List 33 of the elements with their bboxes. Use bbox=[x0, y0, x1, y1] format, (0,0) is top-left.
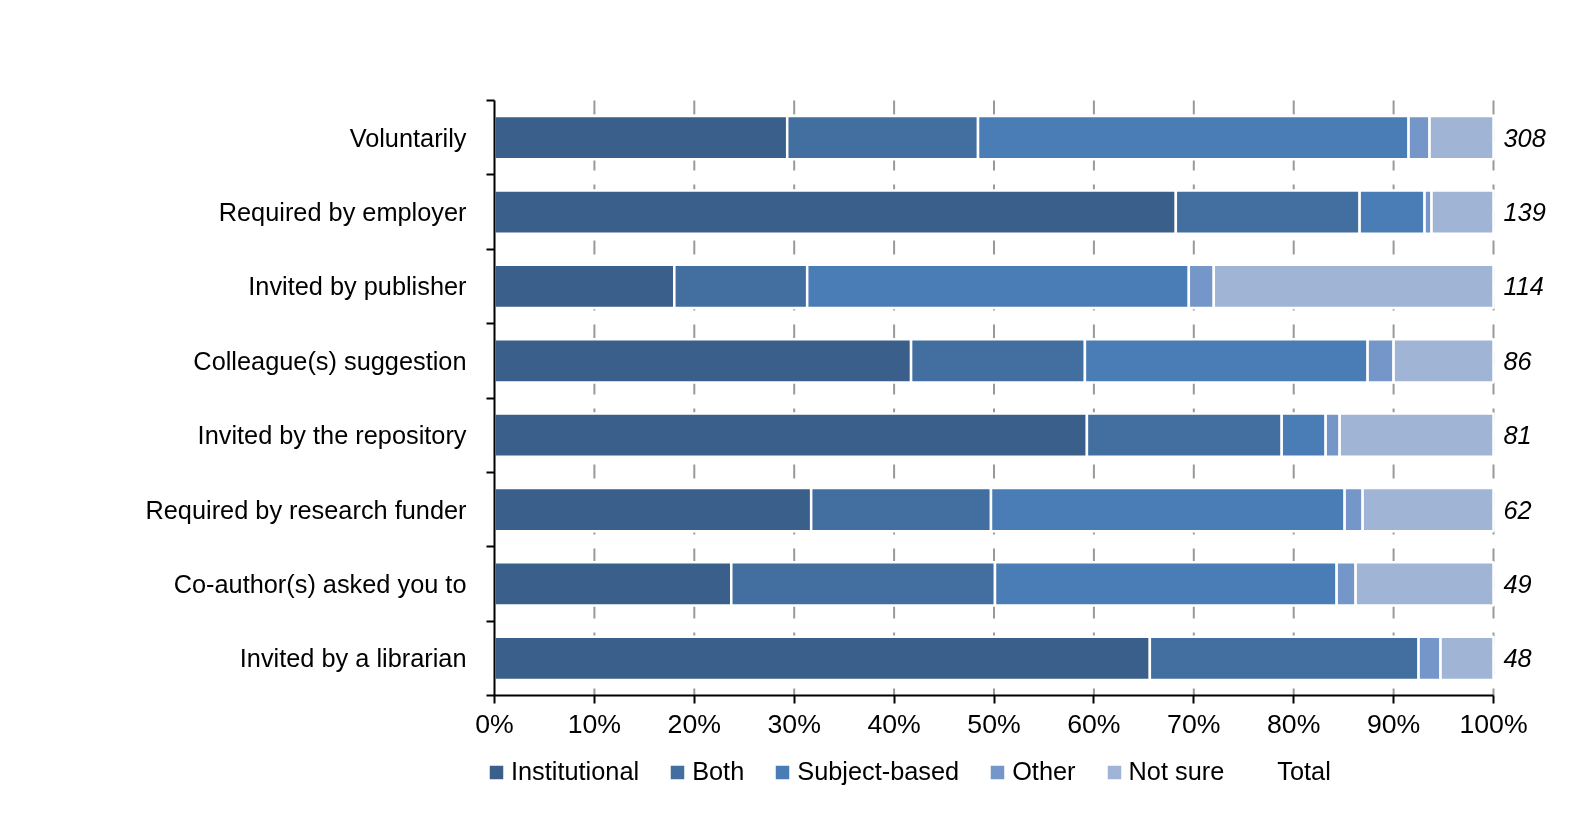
legend-label: Both bbox=[692, 757, 745, 786]
x-tick-label: 20% bbox=[667, 708, 721, 739]
x-tick-label: 0% bbox=[475, 708, 514, 739]
x-tick-label: 10% bbox=[567, 708, 622, 739]
x-tick-label: 70% bbox=[1167, 708, 1221, 739]
x-tick-label: 90% bbox=[1366, 708, 1421, 739]
x-tick-label: 40% bbox=[867, 708, 921, 739]
legend-label: Other bbox=[1012, 757, 1076, 786]
y-tick-label: Invited by the repository bbox=[197, 421, 467, 450]
text: 49 bbox=[1503, 569, 1532, 598]
text: 48 bbox=[1503, 644, 1532, 673]
x-tick-label: 30% bbox=[767, 708, 821, 739]
text: 139 bbox=[1503, 198, 1546, 227]
x-tick-label: 50% bbox=[967, 708, 1021, 739]
y-tick-label: Invited by publisher bbox=[248, 272, 468, 301]
text: Total bbox=[1277, 757, 1331, 786]
legend-label: Subject-based bbox=[797, 757, 960, 786]
y-tick-label: Required by employer bbox=[218, 198, 468, 227]
x-tick-label: 60% bbox=[1067, 708, 1121, 739]
x-tick-label: 100% bbox=[1459, 708, 1528, 739]
y-tick-label: Invited by a librarian bbox=[239, 644, 467, 673]
y-tick-label: Colleague(s) suggestion bbox=[193, 346, 467, 375]
legend-label: Not sure bbox=[1128, 757, 1225, 786]
text: 86 bbox=[1503, 346, 1533, 375]
y-tick-label: Co-author(s) asked you to bbox=[173, 569, 467, 598]
legend-label: Institutional bbox=[511, 757, 640, 786]
text: 62 bbox=[1503, 495, 1532, 524]
y-tick-label: Voluntarily bbox=[349, 123, 467, 152]
text: 81 bbox=[1503, 421, 1532, 450]
y-tick-label: Required by research funder bbox=[145, 495, 468, 524]
text: 308 bbox=[1503, 123, 1546, 152]
x-tick-label: 80% bbox=[1267, 708, 1321, 739]
text: 114 bbox=[1503, 272, 1544, 301]
